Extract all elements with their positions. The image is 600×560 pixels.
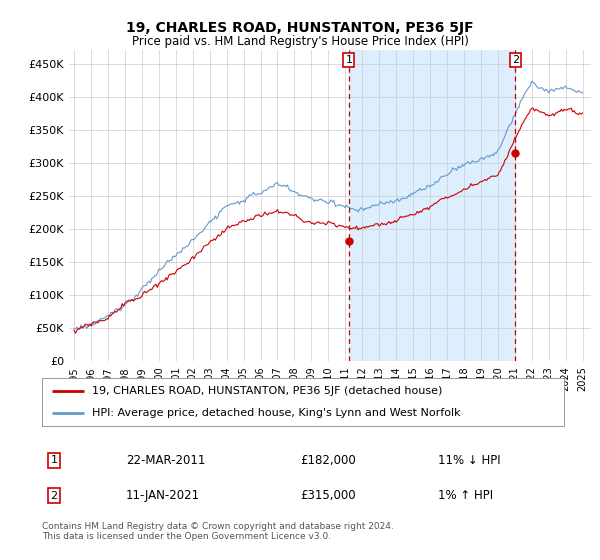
Text: HPI: Average price, detached house, King's Lynn and West Norfolk: HPI: Average price, detached house, King… [92,408,460,418]
Text: Price paid vs. HM Land Registry's House Price Index (HPI): Price paid vs. HM Land Registry's House … [131,35,469,48]
Text: 1: 1 [50,455,58,465]
Text: Contains HM Land Registry data © Crown copyright and database right 2024.
This d: Contains HM Land Registry data © Crown c… [42,522,394,542]
Text: 22-MAR-2011: 22-MAR-2011 [126,454,205,467]
Text: 11-JAN-2021: 11-JAN-2021 [126,489,200,502]
Bar [349,50,515,361]
Text: £315,000: £315,000 [300,489,356,502]
Text: 19, CHARLES ROAD, HUNSTANTON, PE36 5JF (detached house): 19, CHARLES ROAD, HUNSTANTON, PE36 5JF (… [92,386,442,396]
Text: 1% ↑ HPI: 1% ↑ HPI [438,489,493,502]
Text: 19, CHARLES ROAD, HUNSTANTON, PE36 5JF: 19, CHARLES ROAD, HUNSTANTON, PE36 5JF [126,21,474,35]
Text: 2: 2 [512,55,519,66]
Text: £182,000: £182,000 [300,454,356,467]
Text: 2: 2 [50,491,58,501]
Text: 1: 1 [346,55,352,66]
Text: 11% ↓ HPI: 11% ↓ HPI [438,454,500,467]
